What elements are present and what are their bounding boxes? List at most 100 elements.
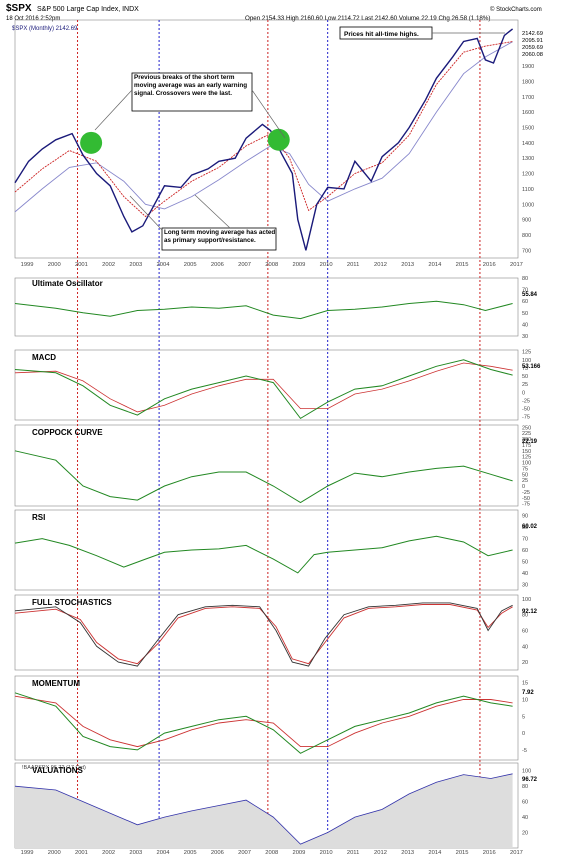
- x-tick-label: 2009: [292, 262, 305, 268]
- y-tick-label: 15: [522, 681, 528, 687]
- x-tick-label: 2008: [265, 850, 278, 856]
- x-tick-label: 2015: [456, 262, 469, 268]
- y-tick-label: 1700: [522, 95, 534, 101]
- y-tick-label: 175: [522, 443, 531, 449]
- panel-frame: [14, 277, 519, 337]
- indicator-last-value: 92.12: [522, 609, 538, 615]
- y-tick-label: 1800: [522, 79, 534, 85]
- annotation-support: Long term moving average has acted as pr…: [129, 194, 277, 251]
- indicator-line: [14, 450, 513, 504]
- x-tick-label: 2001: [75, 262, 88, 268]
- indicator-title: FULL STOCHASTICS: [32, 598, 112, 607]
- y-tick-label: 0: [522, 390, 525, 396]
- annotation-highs-text: Prices hit all-time highs.: [344, 31, 419, 38]
- valuation-area: [15, 773, 513, 848]
- x-tick-label: 2017: [510, 850, 523, 856]
- y-tick-label: 40: [522, 322, 528, 328]
- signal-dot: [80, 131, 103, 154]
- chart-date: 18 Oct 2016 2:52pm: [6, 16, 60, 22]
- series-layer: [14, 28, 514, 848]
- y-tick-label: 70: [522, 537, 528, 543]
- indicator-line: [14, 535, 513, 574]
- y-tick-label: 30: [522, 582, 528, 588]
- y-tick-label: 200: [522, 437, 531, 443]
- ohlc-readout: Open 2154.33 High 2160.60 Low 2114.72 La…: [245, 15, 490, 22]
- annotation-support-text: Long term moving average has acted as pr…: [164, 229, 276, 244]
- x-tick-label: 2006: [211, 262, 224, 268]
- y-tick-label: -25: [522, 398, 530, 404]
- y-tick-label: 75: [522, 366, 528, 372]
- indicator-last-value: 53.166: [522, 364, 541, 370]
- y-tick-label: 40: [522, 571, 528, 577]
- y-tick-label: 25: [522, 382, 528, 388]
- indicator-title: VALUATIONS: [32, 766, 83, 775]
- y-tick-label: 1900: [522, 64, 534, 70]
- brand-mark: © StockCharts.com: [490, 6, 542, 13]
- indicator-last-value: 7.92: [522, 690, 534, 696]
- y-tick-label: 60: [522, 548, 528, 554]
- y-tick-label: 50: [522, 559, 528, 565]
- x-tick-label: 2002: [102, 262, 115, 268]
- y-tick-label: -75: [522, 415, 530, 421]
- last-value-label: 2060.08: [522, 52, 543, 58]
- x-tick-label: 2006: [211, 850, 224, 856]
- panel-frame: [14, 349, 519, 421]
- y-tick-label: -25: [522, 490, 530, 496]
- y-tick-label: 50: [522, 311, 528, 317]
- x-tick-label: 2003: [129, 850, 142, 856]
- x-tick-label: 2017: [510, 262, 523, 268]
- panels-layer: [14, 19, 519, 849]
- y-tick-label: 100: [522, 769, 531, 775]
- y-tick-label: 75: [522, 466, 528, 472]
- panel-frame: [14, 424, 519, 507]
- y-tick-label: 225: [522, 431, 531, 437]
- y-tick-label: 100: [522, 358, 531, 364]
- y-tick-label: 1200: [522, 172, 534, 178]
- y-tick-label: 50: [522, 472, 528, 478]
- y-tick-label: 30: [522, 334, 528, 340]
- ma-long-line: [14, 41, 513, 213]
- y-tick-label: 125: [522, 455, 531, 461]
- panel-frame: [14, 594, 519, 671]
- x-tick-label: 2000: [48, 262, 61, 268]
- y-tick-label: 100: [522, 597, 531, 603]
- index-name: S&P 500 Large Cap Index, INDX: [37, 6, 139, 13]
- y-tick-label: 80: [522, 613, 528, 619]
- x-tick-label: 2002: [102, 850, 115, 856]
- y-tick-label: 90: [522, 514, 528, 520]
- y-tick-label: 10: [522, 698, 528, 704]
- x-tick-label: 2010: [320, 262, 333, 268]
- y-tick-label: 800: [522, 233, 531, 239]
- y-tick-label: 60: [522, 299, 528, 305]
- ticker-symbol: $SPX: [6, 3, 32, 14]
- ma-short-line: [14, 41, 513, 218]
- x-tick-label: 2007: [238, 262, 251, 268]
- y-tick-label: 40: [522, 815, 528, 821]
- indicator-title: RSI: [32, 513, 45, 522]
- vertical-markers: [77, 20, 481, 848]
- momentum-line: [14, 692, 513, 754]
- y-tick-label: 900: [522, 218, 531, 224]
- indicator-title: COPPOCK CURVE: [32, 428, 103, 437]
- indicator-last-value: 55.84: [522, 292, 538, 298]
- y-tick-label: 60: [522, 629, 528, 635]
- y-tick-label: 1500: [522, 125, 534, 131]
- indicator-last-value: 96.72: [522, 777, 538, 783]
- y-tick-label: 20: [522, 831, 528, 837]
- macd-signal-line: [14, 362, 513, 413]
- y-tick-label: 250: [522, 425, 531, 431]
- x-tick-label: 2003: [129, 262, 142, 268]
- panel-frame: [14, 675, 519, 761]
- x-tick-label: 2013: [401, 262, 414, 268]
- momentum-signal-line: [14, 695, 513, 748]
- y-tick-label: 150: [522, 449, 531, 455]
- x-tick-label: 2012: [374, 262, 387, 268]
- signal-dot: [267, 128, 290, 151]
- x-tick-label: 2011: [347, 262, 359, 268]
- y-tick-label: 20: [522, 660, 528, 666]
- y-tick-label: 100: [522, 461, 531, 467]
- x-tick-label: 2004: [157, 262, 171, 268]
- x-tick-label: 2015: [456, 850, 469, 856]
- last-value-label: 2142.69: [522, 31, 543, 37]
